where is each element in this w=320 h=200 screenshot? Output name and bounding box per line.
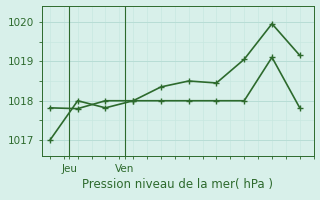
X-axis label: Pression niveau de la mer( hPa ): Pression niveau de la mer( hPa ) [82,178,273,191]
